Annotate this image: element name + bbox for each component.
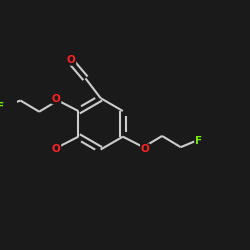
Text: O: O (52, 144, 60, 154)
Text: F: F (0, 102, 4, 112)
Text: O: O (67, 55, 76, 65)
Text: F: F (195, 136, 202, 146)
Text: O: O (52, 94, 60, 104)
Text: O: O (141, 144, 150, 154)
